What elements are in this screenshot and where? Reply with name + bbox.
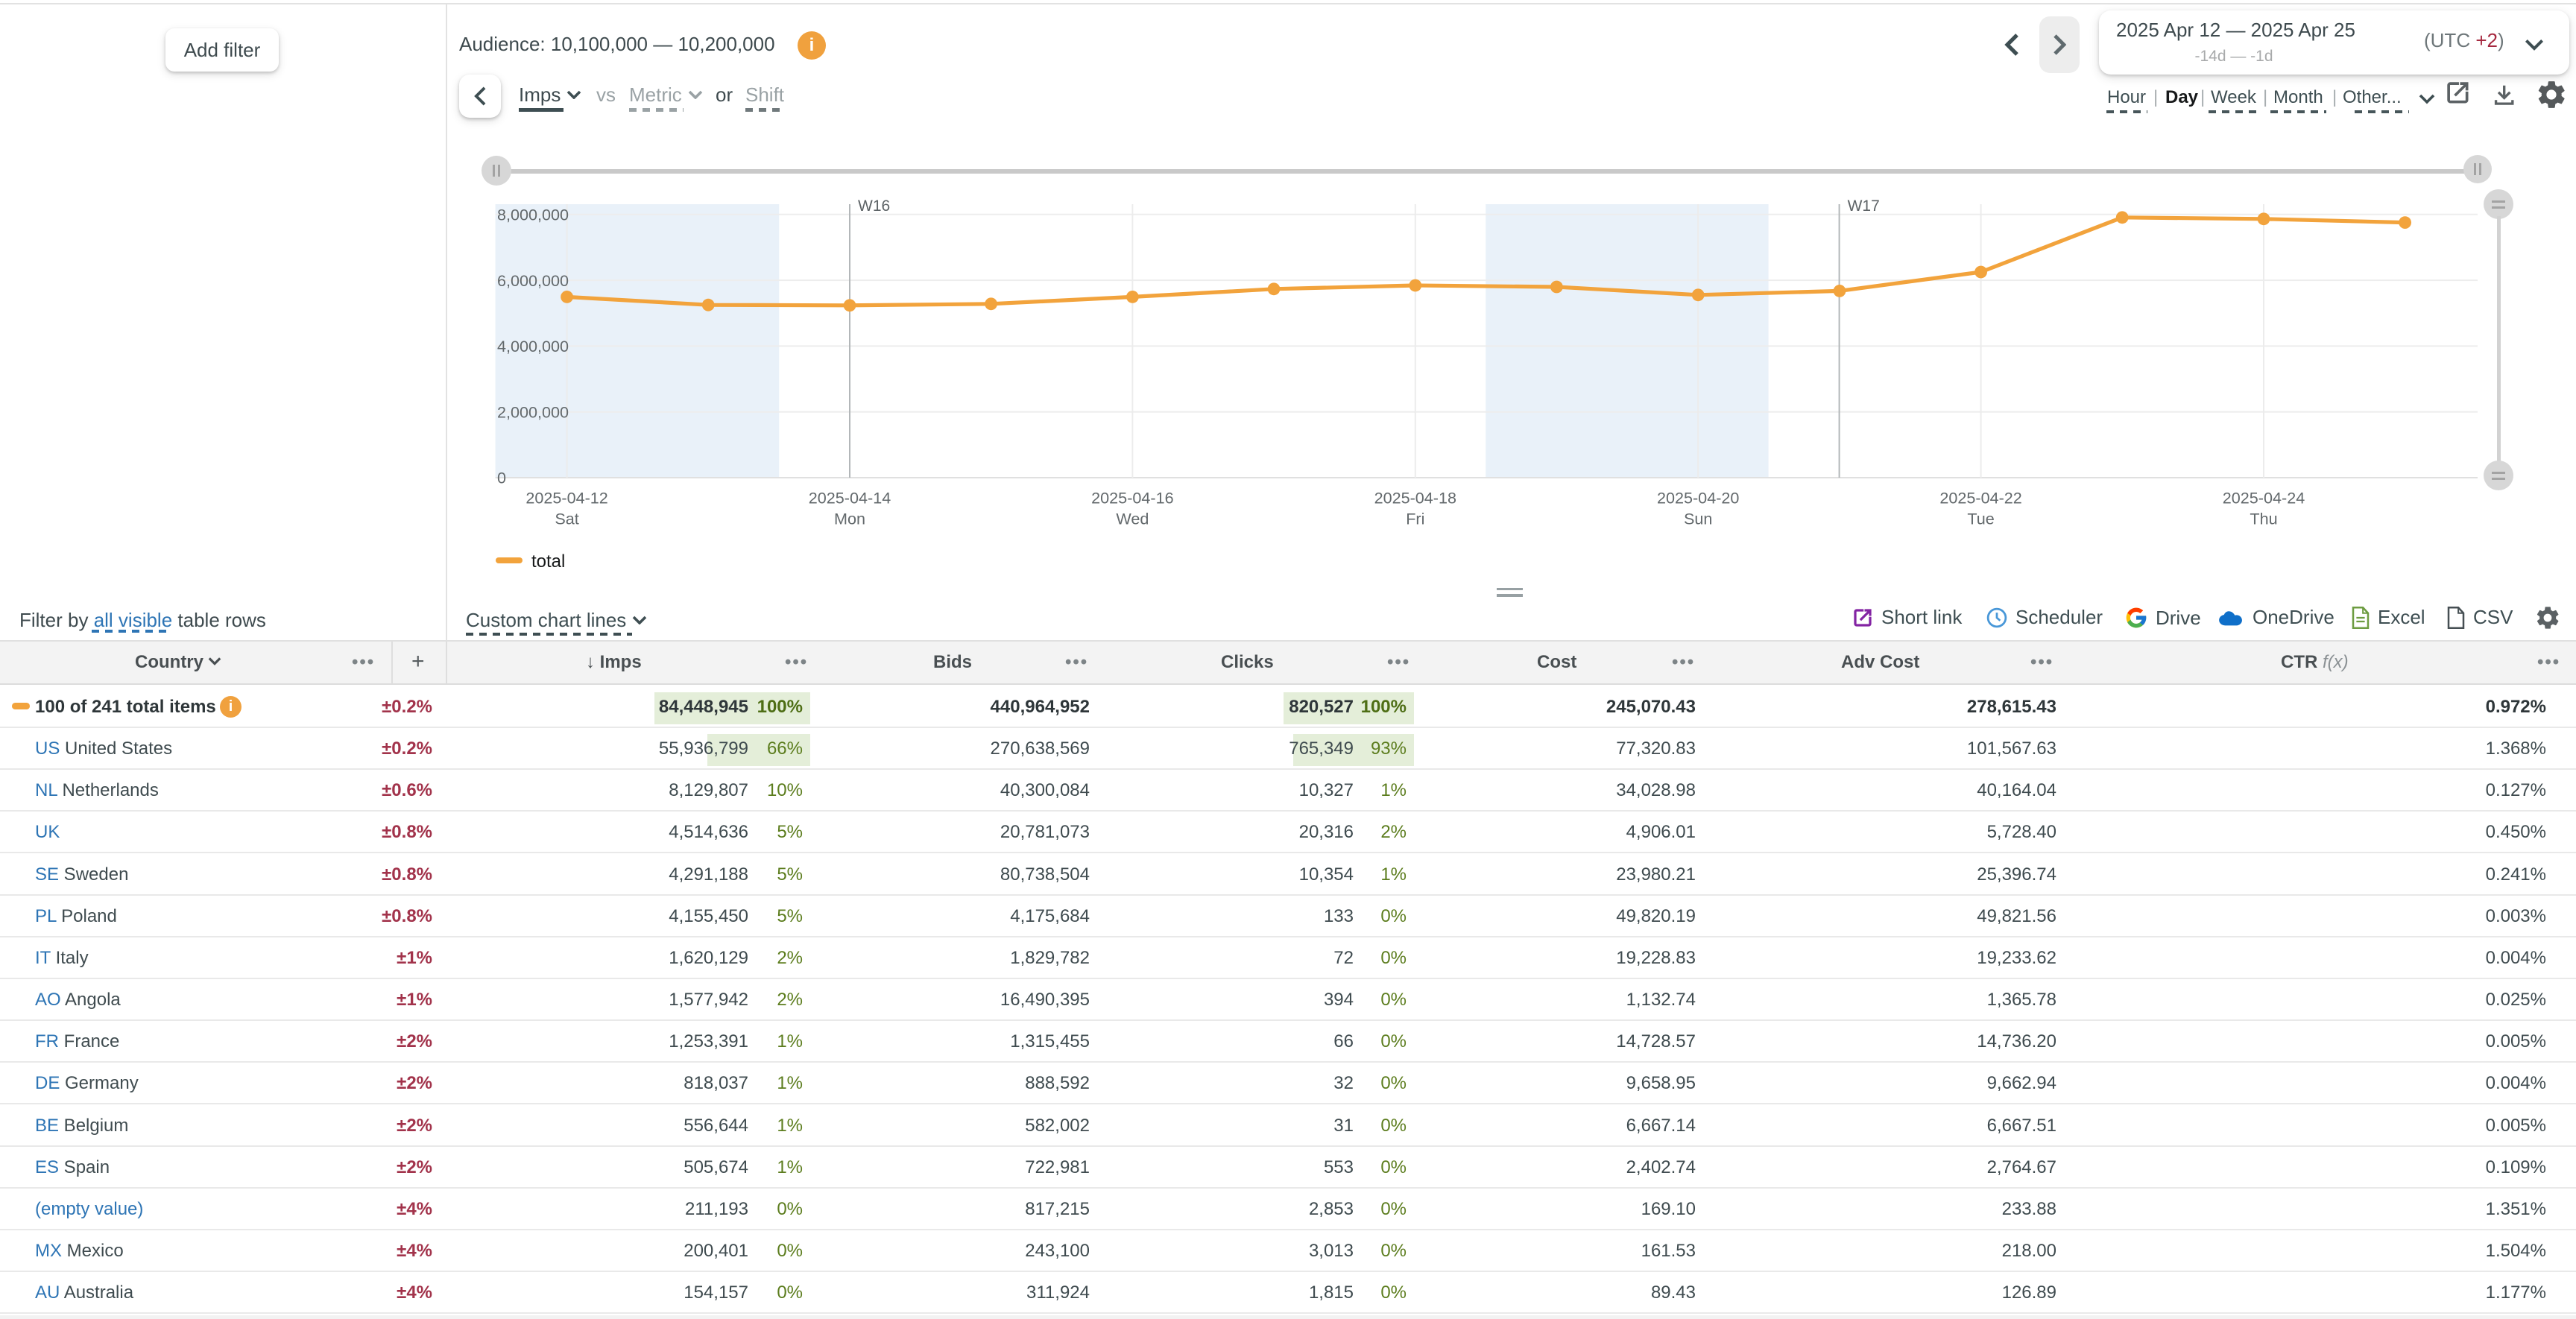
svg-text:W17: W17 (1848, 197, 1880, 215)
svg-text:Fri: Fri (1406, 510, 1424, 528)
svg-text:Wed: Wed (1116, 510, 1149, 528)
svg-text:2025-04-18: 2025-04-18 (1374, 489, 1456, 507)
svg-text:Sun: Sun (1684, 510, 1712, 528)
svg-text:Thu: Thu (2250, 510, 2277, 528)
svg-text:W16: W16 (858, 197, 890, 215)
svg-text:2025-04-12: 2025-04-12 (525, 489, 607, 507)
svg-text:2025-04-14: 2025-04-14 (809, 489, 891, 507)
svg-text:4,000,000: 4,000,000 (497, 337, 569, 355)
svg-text:0: 0 (497, 469, 506, 487)
svg-text:Tue: Tue (1967, 510, 1994, 528)
svg-text:Mon: Mon (834, 510, 865, 528)
svg-text:2025-04-24: 2025-04-24 (2223, 489, 2305, 507)
svg-text:2025-04-16: 2025-04-16 (1091, 489, 1173, 507)
svg-text:2,000,000: 2,000,000 (497, 402, 569, 421)
svg-text:6,000,000: 6,000,000 (497, 271, 569, 290)
svg-text:Sat: Sat (555, 510, 578, 528)
svg-text:2025-04-22: 2025-04-22 (1939, 489, 2021, 507)
svg-text:8,000,000: 8,000,000 (497, 205, 569, 224)
svg-text:2025-04-20: 2025-04-20 (1657, 489, 1739, 507)
